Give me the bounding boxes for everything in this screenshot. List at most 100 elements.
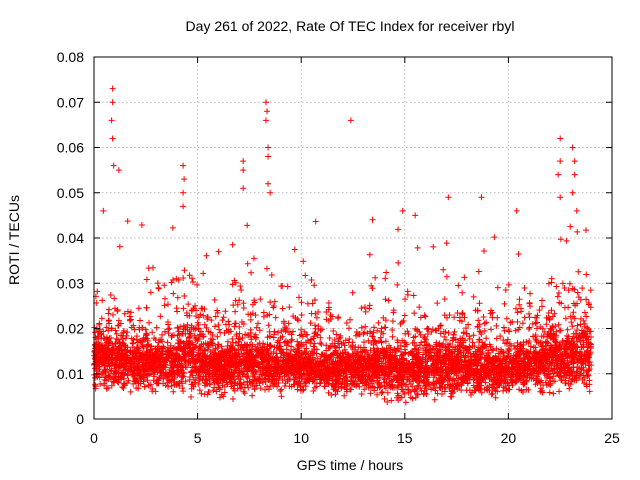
data-point — [240, 379, 247, 386]
data-point — [556, 327, 563, 334]
data-point — [354, 380, 361, 387]
data-point — [469, 339, 476, 346]
data-point — [268, 271, 275, 278]
data-point — [222, 370, 229, 377]
data-point — [339, 366, 346, 373]
data-point — [411, 345, 418, 352]
data-point — [121, 355, 128, 362]
data-point — [119, 351, 126, 358]
data-point — [294, 338, 301, 345]
data-point — [489, 381, 496, 388]
data-point — [389, 381, 396, 388]
data-point — [568, 359, 575, 366]
data-point — [433, 349, 440, 356]
data-point — [577, 321, 584, 328]
data-point — [573, 377, 580, 384]
data-point — [409, 350, 416, 357]
data-point — [277, 343, 284, 350]
data-point — [566, 385, 573, 392]
data-point — [108, 382, 115, 389]
data-point — [275, 329, 281, 336]
data-point — [503, 315, 510, 322]
data-point — [375, 319, 382, 326]
data-point — [564, 365, 571, 372]
data-point — [232, 320, 239, 327]
data-point — [245, 384, 252, 391]
data-point — [133, 336, 140, 343]
data-point — [241, 350, 248, 357]
data-point — [283, 372, 290, 379]
data-point — [356, 383, 363, 390]
data-point — [470, 353, 477, 360]
data-point — [105, 338, 112, 345]
data-point — [450, 389, 457, 396]
data-point — [197, 311, 204, 318]
data-point — [168, 351, 175, 358]
data-point — [484, 384, 491, 391]
data-point — [508, 374, 515, 381]
data-point — [540, 343, 547, 350]
data-point — [195, 381, 202, 388]
data-point — [451, 328, 458, 335]
data-point — [258, 370, 265, 377]
data-point — [219, 372, 226, 379]
data-point — [414, 327, 421, 334]
data-point — [527, 343, 534, 350]
data-point — [533, 319, 540, 326]
data-point — [430, 243, 437, 250]
data-point — [263, 265, 270, 272]
data-point — [115, 376, 122, 383]
data-point — [216, 384, 223, 391]
data-point — [436, 349, 443, 356]
data-point — [107, 368, 114, 375]
data-point — [204, 315, 211, 322]
data-point — [481, 365, 488, 372]
data-point — [457, 369, 464, 376]
data-point — [378, 368, 385, 375]
data-point — [465, 321, 472, 328]
data-point — [240, 388, 247, 395]
data-point — [176, 331, 183, 338]
data-point — [519, 320, 526, 327]
data-point — [214, 307, 221, 314]
data-point — [570, 341, 577, 348]
data-point — [496, 366, 503, 373]
data-point — [174, 294, 181, 301]
data-point — [539, 297, 546, 304]
data-point — [481, 320, 488, 327]
data-point — [514, 372, 521, 379]
data-point — [489, 314, 496, 321]
data-point — [196, 387, 203, 394]
data-point — [491, 234, 498, 241]
data-point — [361, 329, 368, 336]
data-point — [407, 388, 414, 395]
data-point — [417, 314, 424, 321]
data-point — [187, 340, 194, 347]
data-point — [580, 329, 587, 336]
data-point — [555, 321, 562, 328]
data-point — [503, 374, 510, 381]
data-point — [159, 365, 166, 372]
data-point — [237, 360, 244, 367]
data-point — [219, 317, 226, 324]
data-point — [430, 374, 437, 381]
data-point — [324, 376, 331, 383]
data-point — [351, 359, 358, 366]
data-point — [311, 322, 318, 329]
data-point — [304, 300, 311, 307]
data-point — [292, 363, 299, 370]
data-point — [289, 336, 296, 343]
data-point — [450, 331, 457, 338]
data-point — [310, 387, 317, 394]
data-point — [251, 299, 258, 306]
data-point — [478, 389, 485, 396]
data-point — [266, 355, 273, 362]
data-point — [329, 360, 336, 367]
data-point — [505, 281, 512, 288]
data-point — [562, 377, 569, 384]
data-point — [548, 326, 555, 333]
data-point — [294, 316, 301, 323]
data-point — [208, 317, 215, 324]
data-point — [183, 364, 190, 371]
data-point — [152, 388, 159, 395]
